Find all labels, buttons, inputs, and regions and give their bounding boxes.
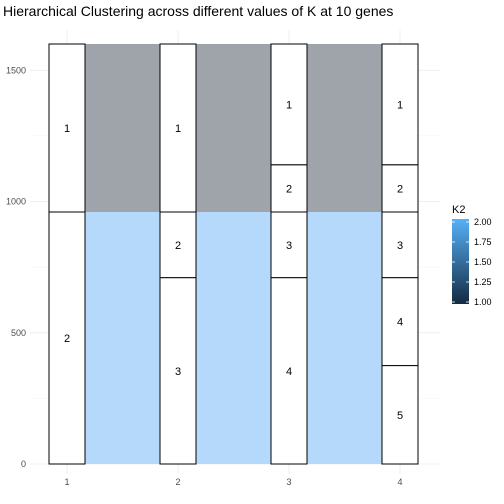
stack-label: 4 bbox=[397, 317, 403, 329]
legend-tick-label: 1.00 bbox=[474, 297, 492, 307]
x-tick-label: 2 bbox=[175, 477, 180, 487]
flow-k2-1 bbox=[196, 44, 271, 212]
stack-label: 1 bbox=[64, 123, 70, 135]
flows bbox=[85, 44, 382, 464]
legend-title: K2 bbox=[452, 204, 465, 216]
stack-box bbox=[270, 211, 308, 279]
stack-box bbox=[270, 43, 308, 166]
legend-tick-label: 1.25 bbox=[474, 277, 492, 287]
stack-label: 1 bbox=[397, 99, 403, 111]
y-axis: 0 500 1000 1500 bbox=[6, 65, 26, 469]
stack-box bbox=[159, 43, 197, 213]
stack-box bbox=[159, 277, 197, 465]
legend-tick-label: 2.00 bbox=[474, 217, 492, 227]
stack-label: 1 bbox=[175, 123, 181, 135]
stack-box bbox=[381, 365, 419, 465]
x-axis: 1 2 3 4 bbox=[64, 477, 402, 487]
x-tick-label: 1 bbox=[64, 477, 69, 487]
stack-box bbox=[381, 211, 419, 279]
stack-label: 3 bbox=[286, 240, 292, 252]
stack-label: 3 bbox=[175, 366, 181, 378]
stack-box bbox=[381, 164, 419, 213]
flow-k2-1 bbox=[85, 44, 160, 212]
stack-box bbox=[48, 43, 86, 213]
legend: K2 2.00 1.75 1.50 1.25 1.00 bbox=[452, 204, 492, 307]
stack-label: 2 bbox=[286, 183, 292, 195]
flow-k2-1 bbox=[307, 44, 382, 212]
stack-label: 2 bbox=[397, 183, 403, 195]
legend-tick-label: 1.75 bbox=[474, 237, 492, 247]
stack-box bbox=[381, 43, 419, 166]
y-tick-label: 500 bbox=[11, 328, 26, 338]
x-tick-label: 4 bbox=[397, 477, 402, 487]
flow-k2-2 bbox=[196, 212, 271, 464]
legend-colorbar bbox=[452, 219, 469, 304]
flow-k2-2 bbox=[85, 212, 160, 464]
stack-box bbox=[381, 277, 419, 367]
stack-box bbox=[270, 164, 308, 213]
y-tick-label: 1500 bbox=[6, 65, 26, 75]
stack-box bbox=[48, 211, 86, 465]
stack-box bbox=[270, 277, 308, 465]
stack-label: 5 bbox=[397, 410, 403, 422]
x-tick-label: 3 bbox=[286, 477, 291, 487]
stack-label: 2 bbox=[175, 240, 181, 252]
legend-tick-label: 1.50 bbox=[474, 257, 492, 267]
stack-label: 4 bbox=[286, 366, 292, 378]
legend-ticks: 2.00 1.75 1.50 1.25 1.00 bbox=[452, 217, 492, 307]
flow-k2-2 bbox=[307, 212, 382, 464]
y-tick-label: 0 bbox=[21, 459, 26, 469]
stack-label: 1 bbox=[286, 99, 292, 111]
stacks: 2 1 3 2 1 4 3 2 1 5 4 3 2 1 bbox=[48, 43, 419, 465]
y-tick-label: 1000 bbox=[6, 197, 26, 207]
chart-title: Hierarchical Clustering across different… bbox=[3, 3, 393, 19]
stack-label: 2 bbox=[64, 333, 70, 345]
stack-label: 3 bbox=[397, 240, 403, 252]
